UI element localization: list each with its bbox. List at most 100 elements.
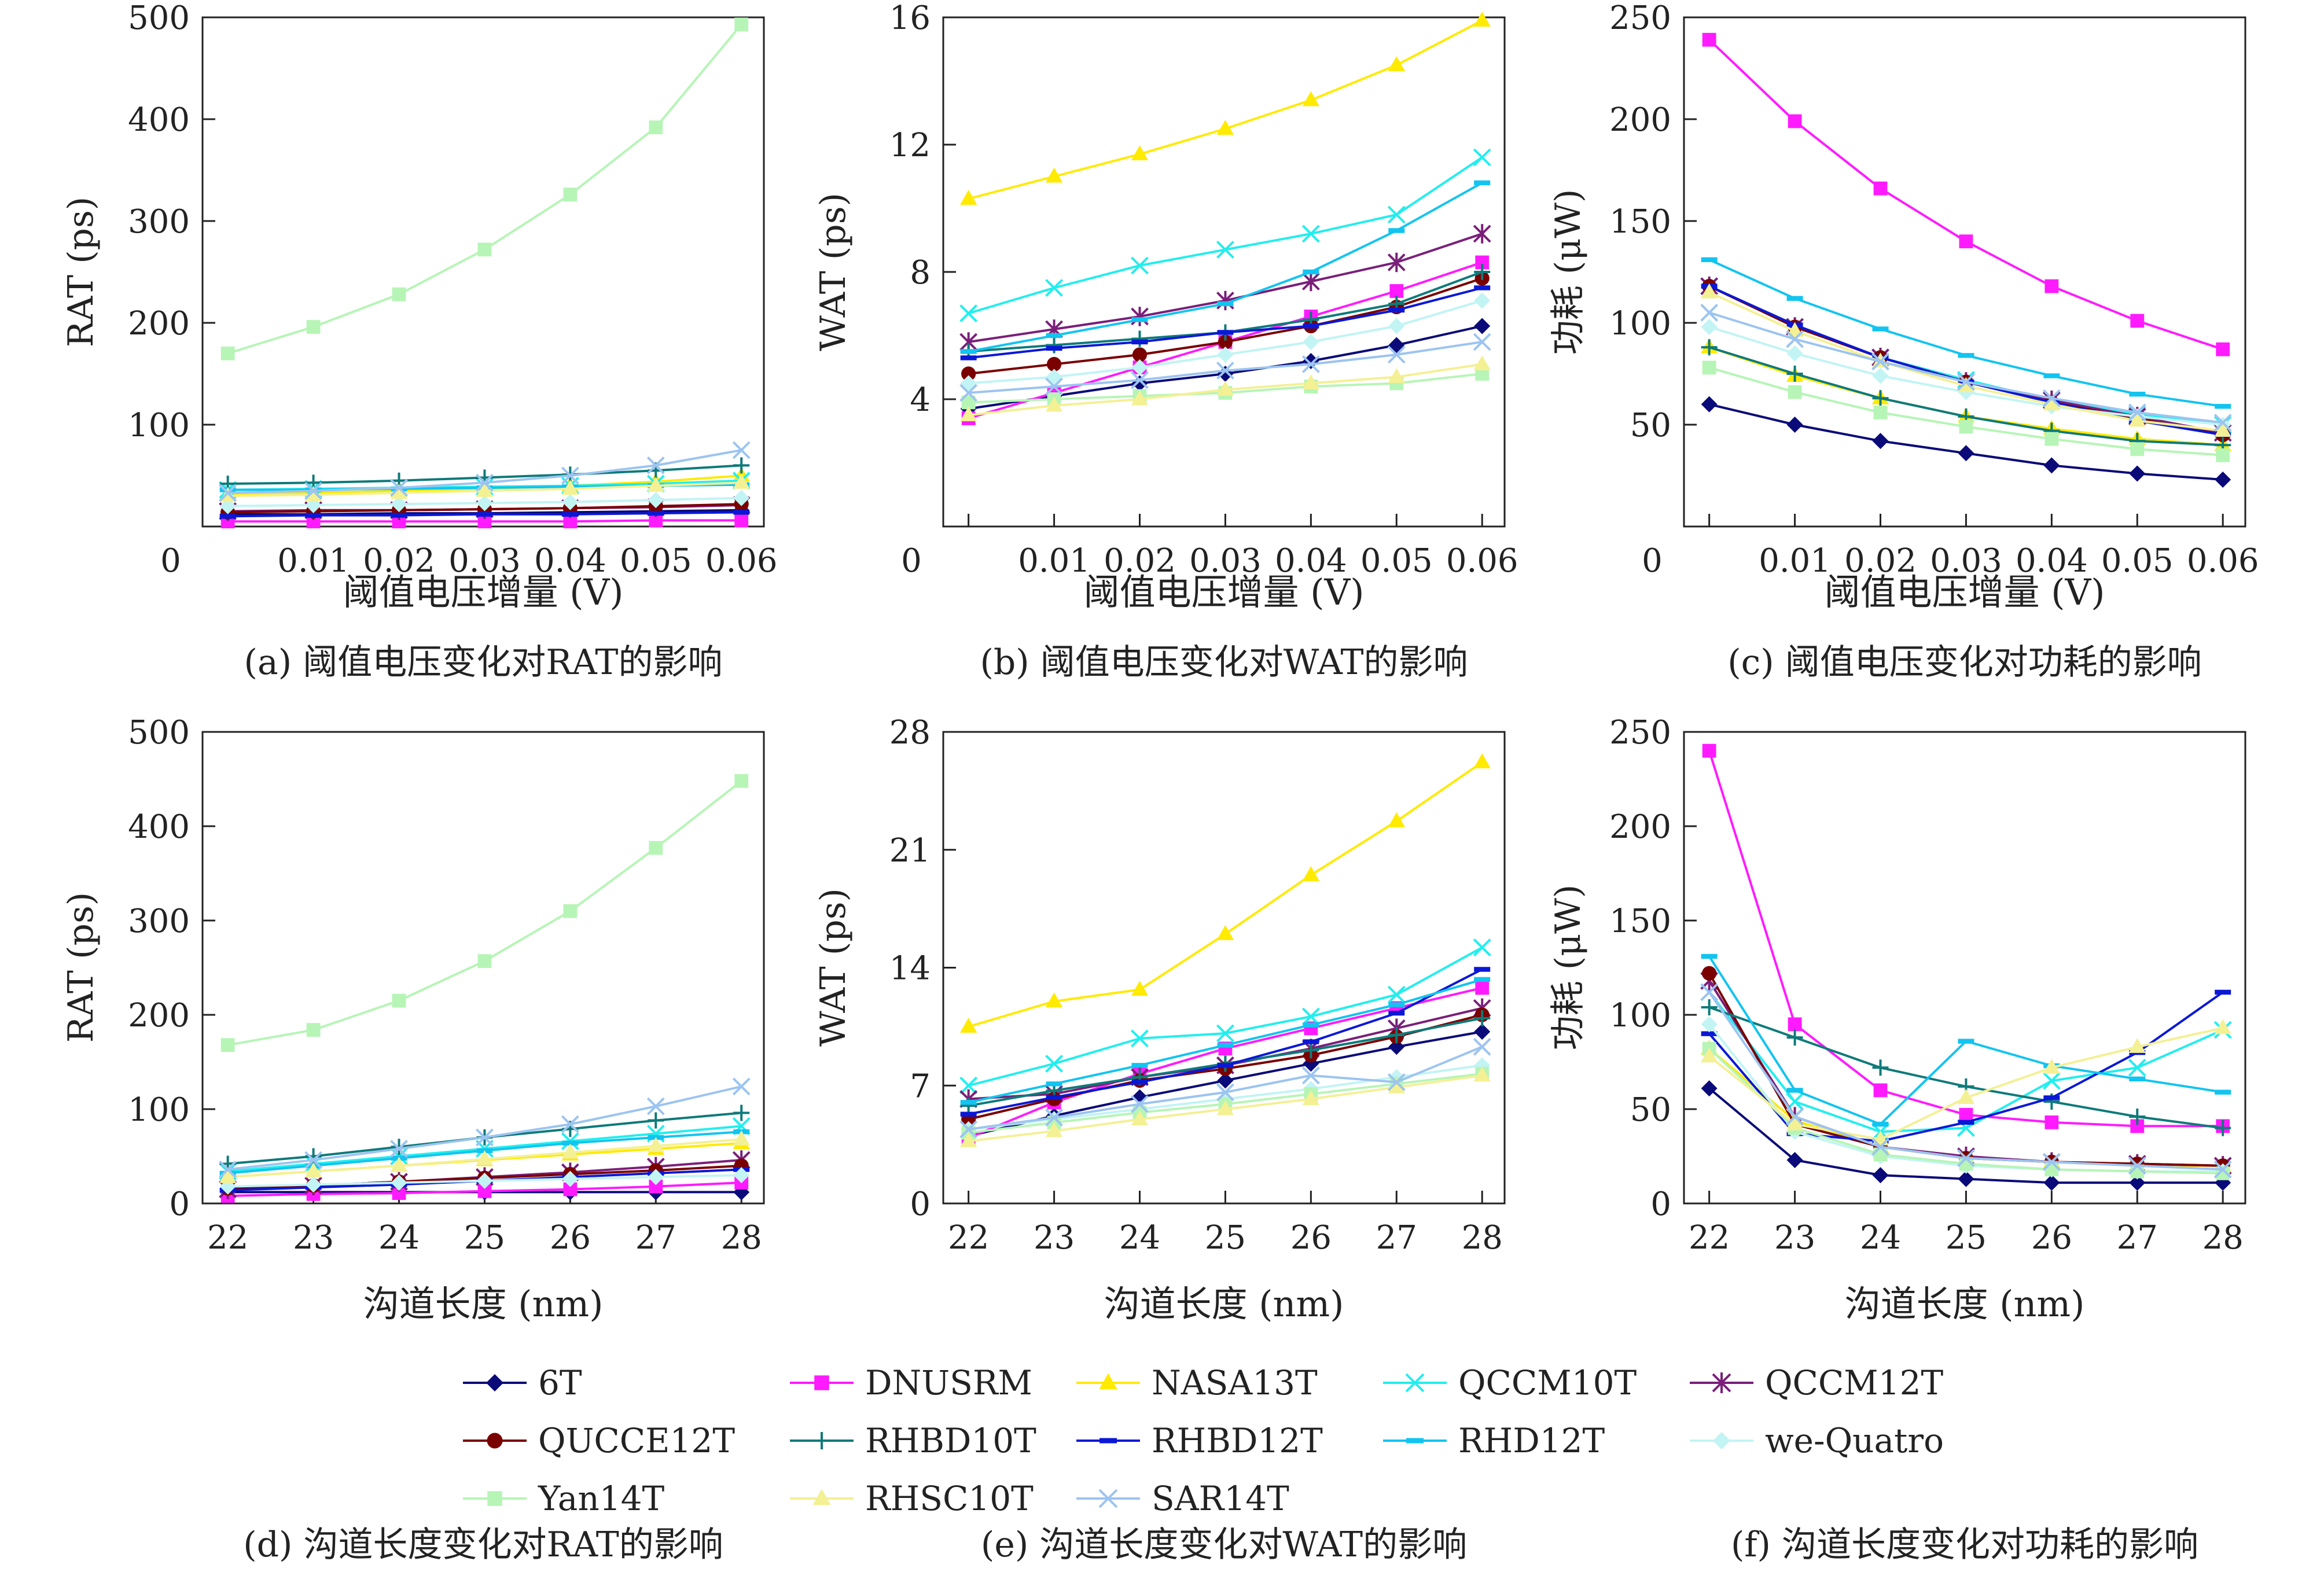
data-point-Yan14T [1475, 367, 1490, 381]
data-point-NASA13T [1216, 925, 1234, 940]
y-tick-label: 200 [1609, 101, 1671, 139]
panel-d-ticks: 22 23 24 25 26 27 28 0 100 200 300 400 500 [128, 714, 762, 1257]
legend-marker [487, 1433, 503, 1449]
data-point-DNUSRM [1959, 234, 1973, 249]
data-point-NASA13T [1131, 145, 1149, 160]
data-point-RHD12T [1701, 257, 1718, 263]
legend-label: 6T [538, 1363, 582, 1402]
data-point-RHD12T [2043, 373, 2060, 378]
data-point-RHD12T [1958, 353, 1974, 358]
legend-marker [1099, 1373, 1117, 1390]
data-point-RHBD12T [1474, 967, 1491, 972]
legend-entry-RHD12T: RHD12T [1383, 1421, 1605, 1460]
data-point-RHBD10T [1701, 999, 1718, 1015]
data-point-QUCCE12T [1132, 347, 1148, 362]
data-point-RHSC10T [2128, 411, 2146, 427]
data-point-QCCM12T [1301, 271, 1320, 292]
data-point-RHD12T [1786, 296, 1803, 301]
data-point-RHD12T [1958, 1039, 1974, 1044]
series-RHSC10T [959, 355, 1491, 421]
data-point-RHBD12T [1701, 1031, 1718, 1036]
x-tick-label: 0.06 [1446, 542, 1518, 580]
data-point-SAR14T [1301, 1066, 1320, 1085]
panel-a-series [219, 17, 751, 529]
legend-marker [814, 1375, 829, 1390]
legend-marker [812, 1489, 831, 1505]
series-we-Quatro [219, 489, 750, 514]
legend-label: DNUSRM [865, 1363, 1032, 1402]
data-point-Yan14T [306, 320, 321, 334]
data-point-we-Quatro [1474, 292, 1491, 309]
y-tick-label: 300 [128, 903, 190, 940]
data-point-DNUSRM [2044, 279, 2059, 293]
panel-d-frame [201, 731, 765, 1205]
y-tick-label: 28 [889, 714, 931, 752]
panel-c-frame [1683, 16, 2246, 528]
data-point-RHSC10T [561, 480, 579, 495]
data-point-NASA13T [1473, 12, 1491, 27]
legend-entry-we-Quatro: we-Quatro [1690, 1421, 1944, 1460]
x-tick-label: 0.02 [363, 542, 435, 580]
y-tick-label: 16 [889, 0, 931, 37]
data-point-QUCCE12T [1046, 356, 1062, 372]
panel-d-y-label: RAT (ps) [61, 892, 101, 1043]
data-point-we-Quatro [1131, 359, 1148, 375]
data-point-we-Quatro [391, 1175, 407, 1191]
data-point-RHBD10T [1872, 1059, 1889, 1076]
data-point-RHSC10T [1302, 1090, 1320, 1106]
y-tick-label: 400 [128, 808, 190, 846]
data-point-Yan14T [477, 954, 492, 968]
y-tick-label: 50 [1630, 407, 1671, 444]
legend-label: QUCCE12T [538, 1421, 735, 1460]
x-tick-label: 0.03 [448, 542, 521, 580]
x-tick-label: 0.01 [1018, 542, 1090, 580]
data-point-SAR14T [390, 478, 408, 497]
panel-a-y-label: RAT (ps) [61, 197, 101, 347]
data-point-RHSC10T [561, 1143, 579, 1159]
data-point-QCCM10T [1301, 1007, 1320, 1026]
data-point-DNUSRM [734, 513, 749, 528]
data-point-DNUSRM [477, 514, 492, 529]
data-point-DNUSRM [2044, 1115, 2059, 1129]
x-tick-label: 0.03 [1189, 542, 1262, 580]
data-point-SAR14T [1473, 333, 1491, 351]
panel-c: 0 0.01 0.02 0.03 0.04 0.05 0.0650100150200250 … [1548, 0, 2259, 683]
x-tick-label: 0.06 [705, 542, 778, 580]
panel-c-series [1700, 32, 2232, 488]
data-point-RHBD12T [1217, 330, 1234, 335]
panel-f-caption: (f) 沟道长度变化对功耗的影响 [1731, 1525, 2198, 1565]
legend-label: Yan14T [538, 1479, 665, 1518]
data-point-Yan14T [563, 904, 578, 918]
y-tick-label: 14 [889, 950, 931, 988]
data-point-RHSC10T [1302, 374, 1320, 389]
data-point-SAR14T [2213, 1160, 2232, 1179]
data-point-RHSC10T [1473, 1066, 1491, 1082]
data-point-6T [1958, 445, 1974, 462]
y-tick-label: 0 [1650, 1186, 1671, 1223]
legend-label: RHD12T [1458, 1421, 1605, 1460]
data-point-Yan14T [734, 774, 749, 788]
y-tick-label: 200 [1609, 808, 1671, 846]
data-point-RHD12T [1872, 326, 1889, 332]
data-point-we-Quatro [1388, 318, 1405, 334]
data-point-RHSC10T [1786, 1115, 1804, 1131]
legend-marker [813, 1432, 830, 1449]
data-point-SAR14T [561, 1115, 579, 1133]
data-point-QCCM10T [2128, 1058, 2146, 1077]
series-RHSC10T [959, 1066, 1491, 1147]
y-tick-label: 4 [910, 381, 931, 419]
panel-b-y-label: WAT (ps) [813, 193, 854, 351]
data-point-RHD12T [2215, 404, 2231, 409]
data-point-RHBD10T [733, 1105, 750, 1121]
legend-entry-Yan14T: Yan14T [463, 1479, 665, 1518]
series-Yan14T [1702, 360, 2230, 462]
data-point-Yan14T [649, 120, 663, 134]
data-point-SAR14T [2128, 1157, 2146, 1175]
data-point-DNUSRM [2216, 342, 2230, 356]
legend-entry-QCCM12T: QCCM12T [1690, 1363, 1943, 1402]
series-SAR14T [219, 441, 751, 502]
legend-label: NASA13T [1152, 1363, 1318, 1402]
data-point-RHSC10T [304, 1162, 322, 1178]
series-RHBD12T [960, 285, 1491, 360]
series-RHD12T [960, 977, 1491, 1105]
